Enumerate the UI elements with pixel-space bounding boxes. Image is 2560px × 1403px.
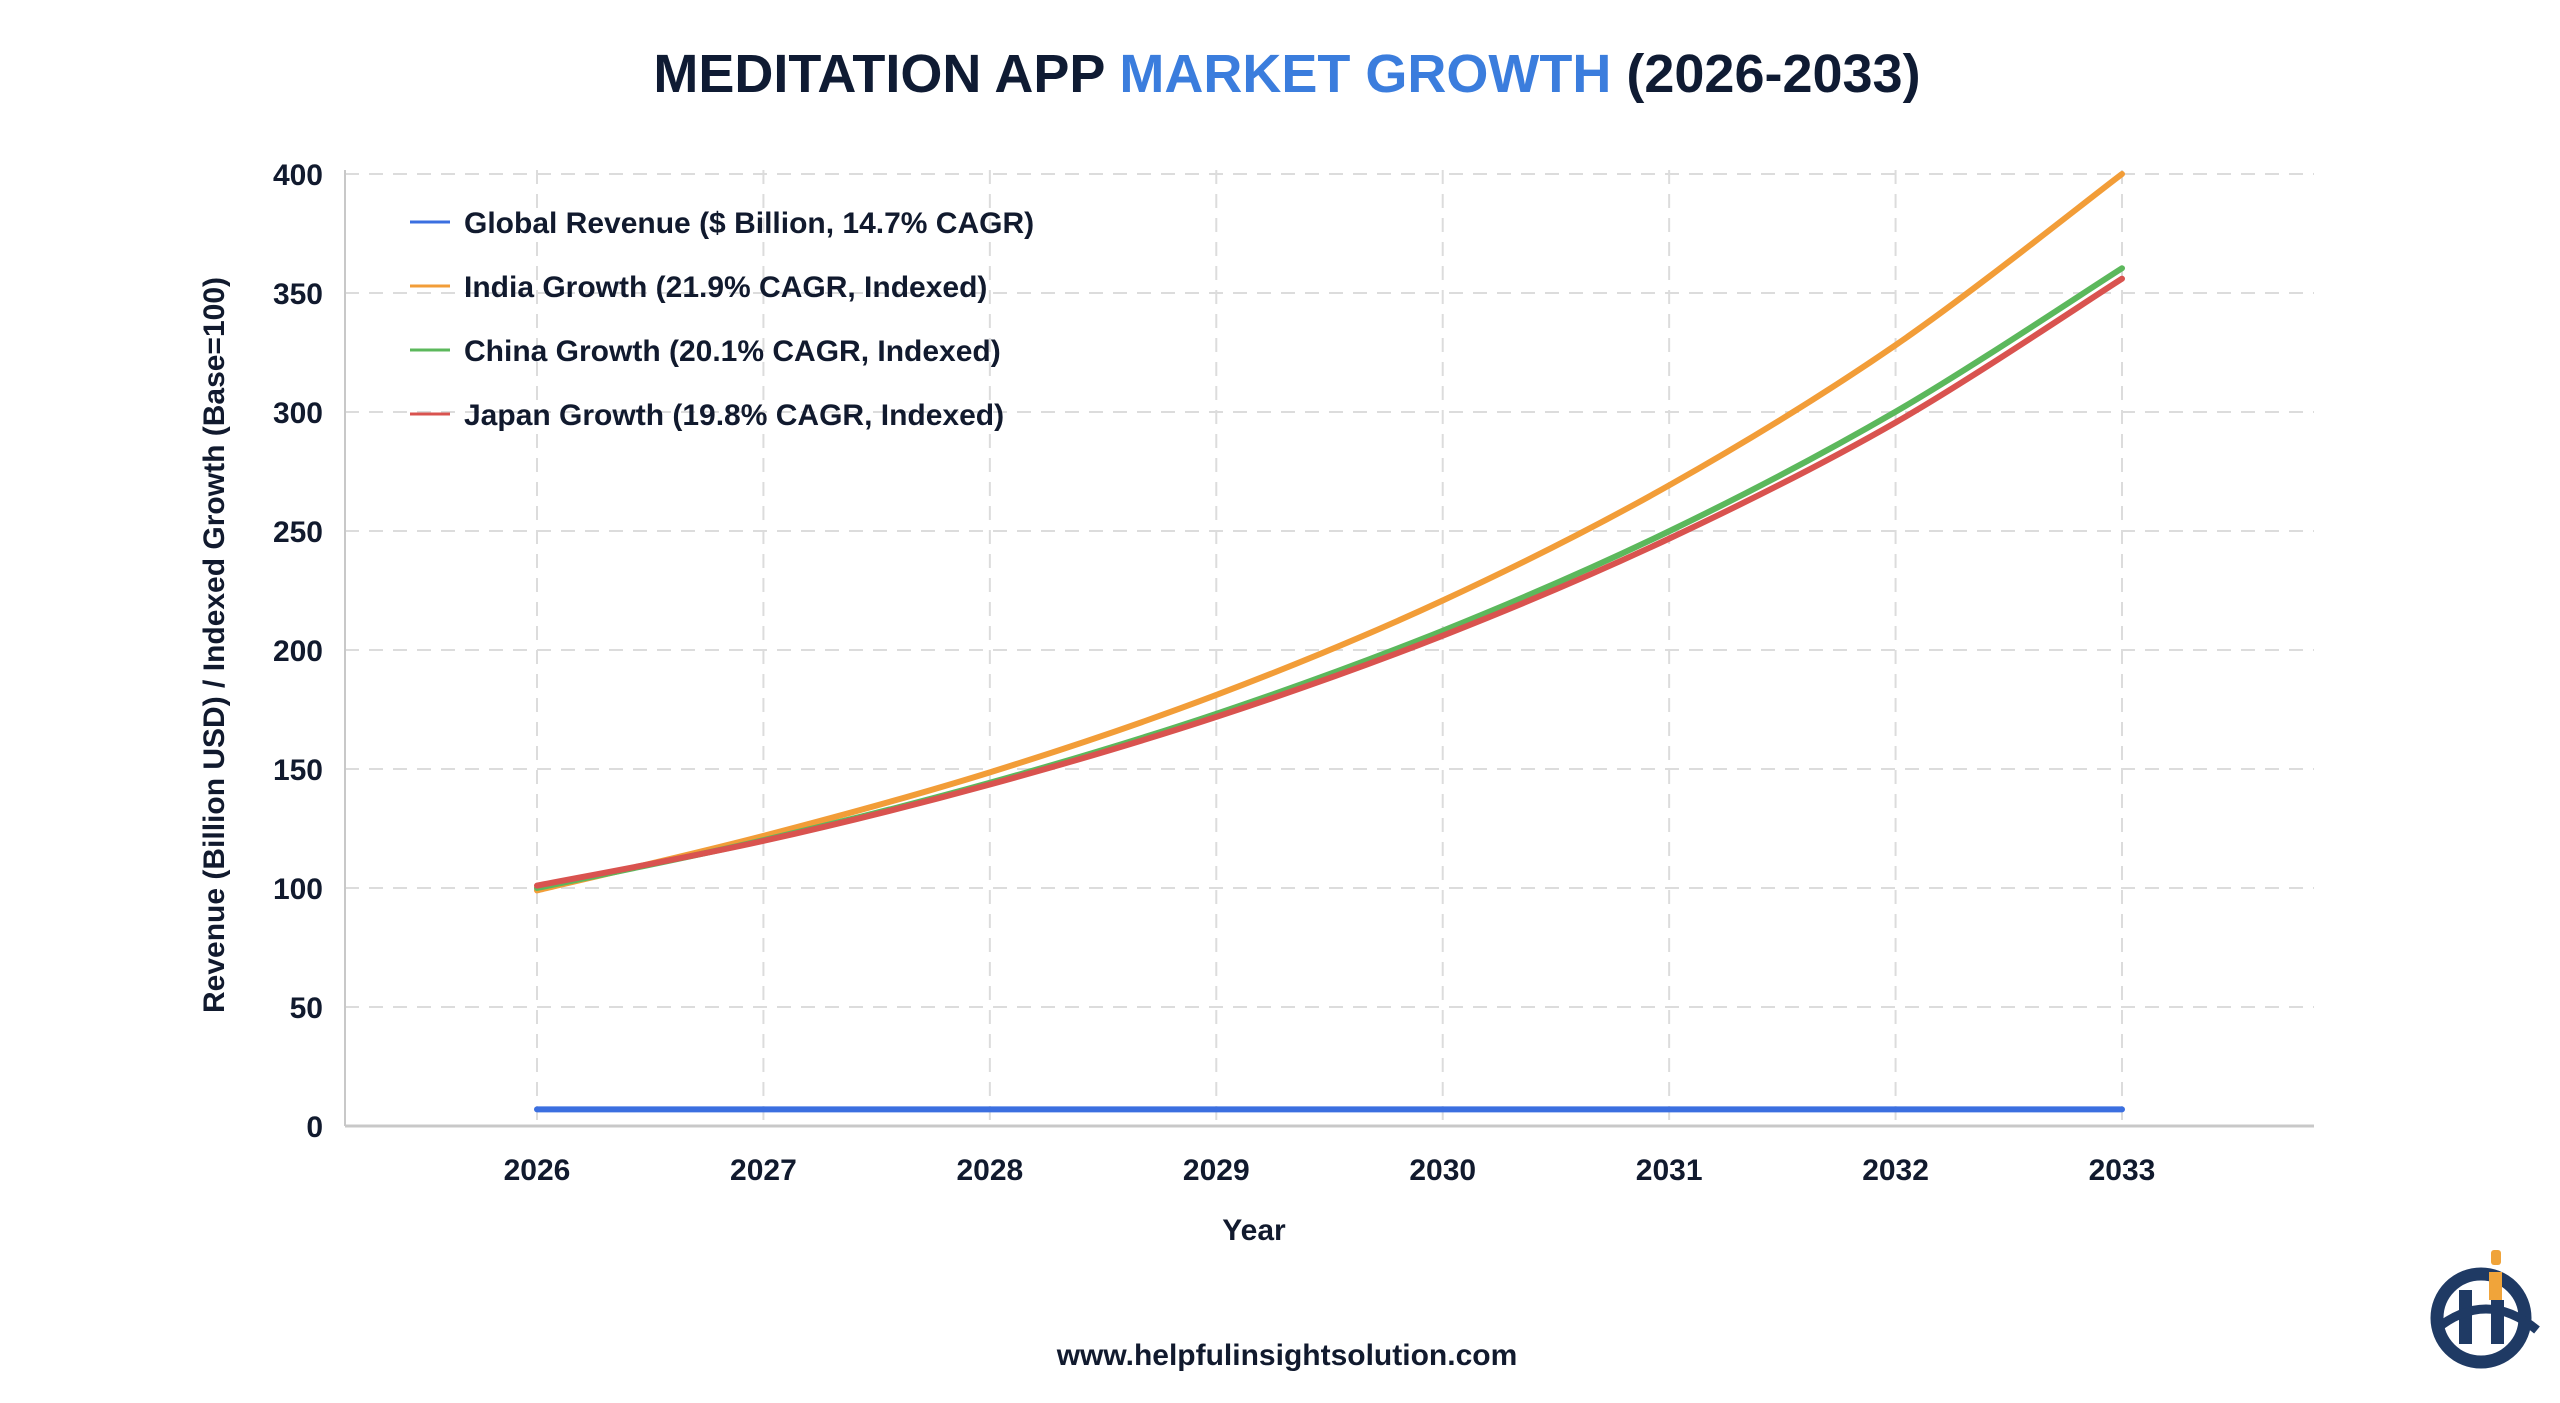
- footer-website[interactable]: www.helpfulinsightsolution.com: [1056, 1339, 1518, 1372]
- y-tick-label: 0: [306, 1111, 323, 1144]
- logo: [2430, 1250, 2540, 1369]
- legend-label: China Growth (20.1% CAGR, Indexed): [464, 335, 1001, 368]
- y-axis-label: Revenue (Billion USD) / Indexed Growth (…: [198, 277, 231, 1013]
- logo-i-stem: [2489, 1272, 2502, 1300]
- title-part-1: MEDITATION APP: [653, 44, 1119, 104]
- legend-label: India Growth (21.9% CAGR, Indexed): [464, 271, 987, 304]
- x-tick-label: 2028: [956, 1154, 1023, 1187]
- title-part-3: (2026-2033): [1611, 44, 1920, 104]
- series-line-1: [534, 171, 2125, 894]
- x-tick-label: 2033: [2089, 1154, 2156, 1187]
- logo-i-dot: [2491, 1250, 2501, 1265]
- y-tick-label: 100: [273, 873, 323, 906]
- series-line-3: [534, 275, 2125, 889]
- series-lines: [534, 171, 2125, 1113]
- x-axis-label: Year: [1222, 1214, 1286, 1247]
- title-part-2: MARKET GROWTH: [1119, 44, 1611, 104]
- y-tick-label: 250: [273, 516, 323, 549]
- legend: Global Revenue ($ Billion, 14.7% CAGR) In…: [410, 207, 1034, 432]
- x-tick-label: 2032: [1862, 1154, 1929, 1187]
- y-tick-label: 300: [273, 397, 323, 430]
- y-tick-label: 200: [273, 635, 323, 668]
- x-tick-label: 2031: [1636, 1154, 1703, 1187]
- legend-label: Japan Growth (19.8% CAGR, Indexed): [464, 399, 1004, 432]
- x-tick-label: 2029: [1183, 1154, 1250, 1187]
- y-tick-label: 350: [273, 278, 323, 311]
- x-tick-labels: 2026 2027 2028 2029 2030 2031 2032 2033: [504, 1154, 2156, 1187]
- y-tick-labels: 0 50 100 150 200 250 300 350 400: [273, 159, 323, 1144]
- logo-swoosh: [2432, 1304, 2540, 1334]
- x-tick-label: 2027: [730, 1154, 797, 1187]
- y-tick-label: 50: [290, 992, 323, 1025]
- y-tick-label: 150: [273, 754, 323, 787]
- x-tick-label: 2030: [1409, 1154, 1476, 1187]
- x-tick-label: 2026: [504, 1154, 571, 1187]
- legend-label: Global Revenue ($ Billion, 14.7% CAGR): [464, 207, 1034, 240]
- chart-title: MEDITATION APP MARKET GROWTH (2026-2033): [653, 44, 1920, 104]
- y-tick-label: 400: [273, 159, 323, 192]
